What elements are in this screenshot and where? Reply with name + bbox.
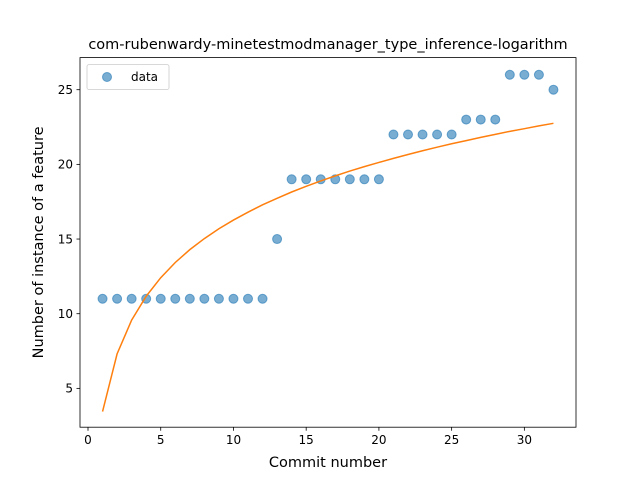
x-tick-label: 15 (299, 433, 314, 447)
data-point (519, 69, 530, 80)
data-point (373, 174, 384, 185)
legend-marker (102, 72, 112, 82)
data-point (461, 114, 472, 125)
y-axis-label: Number of instance of a feature (31, 126, 47, 358)
x-tick-label: 5 (157, 433, 165, 447)
data-point (112, 293, 123, 304)
data-point (359, 174, 370, 185)
data-point (344, 174, 355, 185)
data-point (257, 293, 268, 304)
x-tick-label: 25 (444, 433, 459, 447)
data-point (490, 114, 501, 125)
data-point (286, 174, 297, 185)
x-tick-label: 20 (371, 433, 386, 447)
data-point (533, 69, 544, 80)
axes-frame (79, 57, 577, 428)
legend-box (86, 64, 170, 90)
data-point (475, 114, 486, 125)
x-tick-label: 10 (226, 433, 241, 447)
data-point (272, 234, 283, 245)
data-point (126, 293, 137, 304)
plot-area (97, 69, 559, 412)
legend-label-data: data (131, 70, 158, 84)
data-point (446, 129, 457, 140)
y-tick-label: 20 (58, 158, 73, 172)
y-tick-label: 5 (65, 382, 73, 396)
data-point (184, 293, 195, 304)
fit-line (101, 122, 554, 412)
data-point (417, 129, 428, 140)
data-point (213, 293, 224, 304)
data-point (548, 84, 559, 95)
x-tick-label: 30 (517, 433, 532, 447)
data-point (228, 293, 239, 304)
data-point (155, 293, 166, 304)
data-point (97, 293, 108, 304)
data-point (170, 293, 181, 304)
chart-title: com-rubenwardy-minetestmodmanager_type_i… (88, 37, 567, 53)
data-point (432, 129, 443, 140)
data-point (301, 174, 312, 185)
x-axis-label: Commit number (269, 455, 387, 471)
y-tick-label: 25 (58, 83, 73, 97)
axis-ticks: 0 5 10 15 20 25 30 5 10 15 20 25 (58, 83, 532, 447)
legend: data (86, 64, 170, 90)
y-tick-label: 10 (58, 307, 73, 321)
y-tick-label: 15 (58, 232, 73, 246)
data-point (243, 293, 253, 304)
x-tick-label: 0 (84, 433, 92, 447)
data-point (504, 69, 515, 80)
data-point (403, 129, 413, 140)
data-point (199, 293, 210, 304)
data-point (388, 129, 399, 140)
